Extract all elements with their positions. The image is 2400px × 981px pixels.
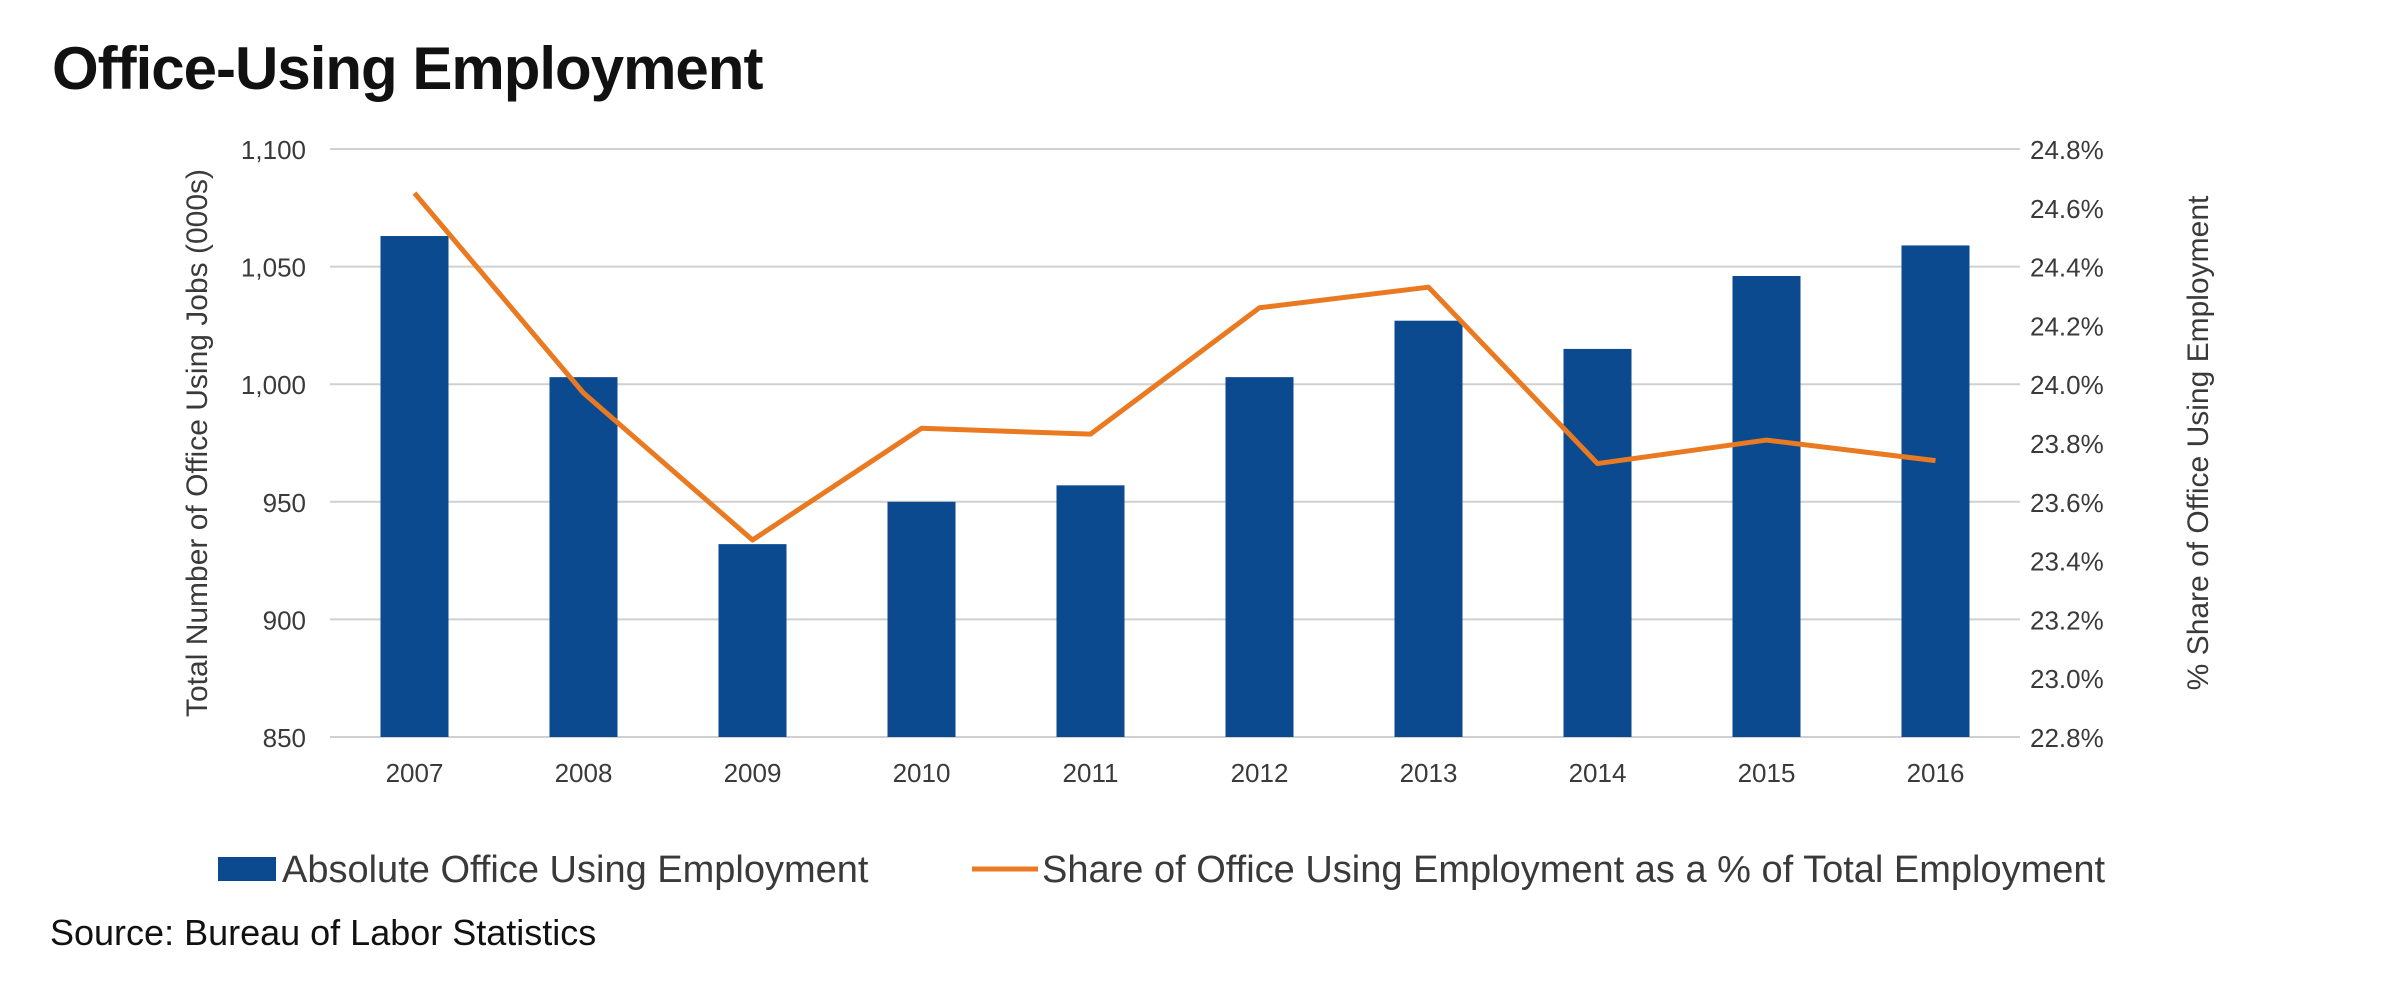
bar: [1563, 348, 1632, 737]
left-axis-ticks: 850 900 950 1,000 1,050 1,100: [241, 135, 306, 753]
x-tick-label: 2010: [893, 758, 951, 788]
right-tick-label: 23.0%: [2030, 664, 2104, 694]
bar: [1394, 320, 1463, 737]
x-tick-label: 2014: [1569, 758, 1627, 788]
right-tick-label: 23.4%: [2030, 547, 2104, 577]
left-tick-label: 1,100: [241, 135, 306, 165]
x-tick-label: 2015: [1738, 758, 1796, 788]
right-tick-label: 22.8%: [2030, 723, 2104, 753]
left-tick-label: 850: [263, 723, 306, 753]
bar: [887, 501, 956, 737]
right-axis-ticks: 22.8% 23.0% 23.2% 23.4% 23.6% 23.8% 24.0% 24.2%…: [2030, 135, 2104, 753]
right-tick-label: 24.8%: [2030, 135, 2104, 165]
x-tick-label: 2007: [386, 758, 444, 788]
bar: [380, 236, 449, 738]
x-tick-label: 2013: [1400, 758, 1458, 788]
legend-bar-swatch: [218, 857, 276, 881]
bar: [1732, 276, 1801, 737]
left-tick-label: 1,000: [241, 370, 306, 400]
x-tick-label: 2012: [1231, 758, 1289, 788]
legend-line-label: Share of Office Using Employment as a % …: [1042, 849, 2106, 891]
share-line: [412, 191, 1936, 543]
legend: Absolute Office Using Employment Share of…: [218, 849, 2106, 891]
right-tick-label: 24.6%: [2030, 194, 2104, 224]
bar: [1225, 377, 1294, 737]
right-tick-label: 23.8%: [2030, 429, 2104, 459]
x-tick-label: 2016: [1907, 758, 1965, 788]
source-note: Source: Bureau of Labor Statistics: [50, 912, 597, 953]
chart-title: Office-Using Employment: [52, 35, 763, 102]
right-axis-label: % Share of Office Using Employment: [2182, 195, 2215, 690]
left-tick-label: 1,050: [241, 253, 306, 283]
x-tick-label: 2008: [555, 758, 613, 788]
bar: [1056, 485, 1125, 737]
left-tick-label: 950: [263, 488, 306, 518]
left-axis-label: Total Number of Office Using Jobs (000s): [181, 169, 214, 717]
bar: [549, 377, 618, 737]
right-tick-label: 23.2%: [2030, 605, 2104, 635]
right-tick-label: 24.4%: [2030, 253, 2104, 283]
x-tick-label: 2011: [1063, 758, 1119, 788]
right-tick-label: 24.2%: [2030, 311, 2104, 341]
x-axis-ticks: 2007 2008 2009 2010 2011 2012 2013 2014 2015 2016: [386, 758, 1965, 788]
bar: [718, 544, 787, 737]
right-tick-label: 23.6%: [2030, 488, 2104, 518]
bar: [1901, 245, 1970, 737]
right-tick-label: 24.0%: [2030, 370, 2104, 400]
x-tick-label: 2009: [724, 758, 782, 788]
line-series: [412, 191, 1936, 543]
legend-bar-label: Absolute Office Using Employment: [282, 849, 869, 891]
bar-series: [380, 236, 1970, 738]
left-tick-label: 900: [263, 605, 306, 635]
